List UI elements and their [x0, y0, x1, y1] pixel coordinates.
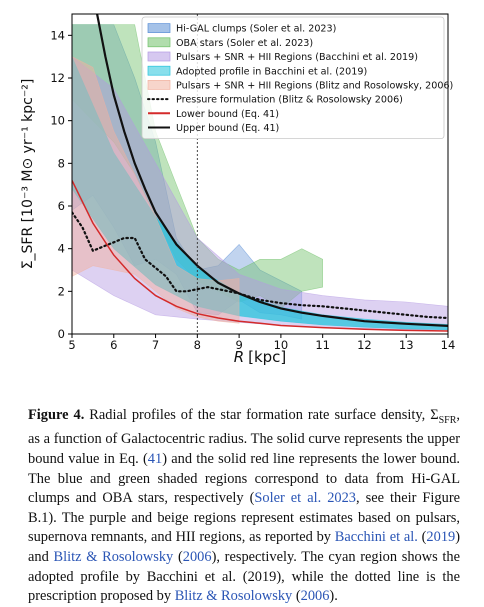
legend-entry: Adopted profile in Bacchini et al. (2019… [147, 65, 367, 77]
citation-bacchini[interactable]: Bacchini et al. [334, 529, 418, 546]
citation-bacchini-year[interactable]: 2019 [426, 529, 456, 546]
x-axis-unit: [kpc] [248, 348, 286, 366]
y-tick-label: 4 [58, 242, 65, 256]
legend-entry: Hi-GAL clumps (Soler et al. 2023) [147, 23, 336, 35]
x-tick-label: 12 [357, 338, 372, 352]
sfr-chart: 5 6 7 8 9 10 11 12 13 14 0 2 4 6 8 10 12 14 R [kpc] Σ_SFR… [20, 13, 455, 366]
x-tick-label: 11 [315, 338, 330, 352]
y-tick-label: 12 [50, 71, 65, 85]
legend-label: OBA stars (Soler et al. 2023) [176, 38, 313, 49]
y-axis: 0 2 4 6 8 10 12 14 [50, 28, 72, 341]
legend-label: Hi-GAL clumps (Soler et al. 2023) [176, 24, 336, 35]
x-tick-label: 8 [194, 338, 201, 352]
legend-swatch [147, 23, 171, 33]
x-tick-label: 14 [441, 338, 456, 352]
line-lower-bound-eq-41 [72, 180, 448, 332]
legend-entry: Pulsars + SNR + HII Regions (Bacchini et… [147, 51, 418, 63]
y-tick-label: 10 [50, 114, 65, 128]
legend-swatch [147, 51, 171, 62]
x-tick-label: 6 [110, 338, 117, 352]
y-tick-label: 2 [58, 284, 65, 298]
legend-entry: Upper bound (Eq. 41) [148, 123, 279, 134]
legend-box [141, 16, 445, 139]
y-tick-label: 6 [58, 199, 65, 213]
y-tick-label: 8 [58, 156, 65, 170]
legend-entry: OBA stars (Soler et al. 2023) [147, 37, 313, 49]
line-pressure-formulation-blitz-rosolowsky-2006 [72, 211, 448, 320]
y-tick-label: 14 [50, 28, 65, 42]
y-axis-label: Σ_SFR [10⁻³ M⊙ yr⁻¹ kpc⁻²] [20, 79, 36, 270]
legend-label: Lower bound (Eq. 41) [176, 109, 279, 120]
x-tick-label: 10 [274, 338, 289, 352]
legend-entry: Pressure formulation (Blitz & Rosolowsky… [147, 95, 403, 106]
curve-lines [72, 14, 448, 332]
line-upper-bound-eq-41 [96, 14, 448, 327]
band-pulsars-snr-hii-regions-blitz-and-rosolowsky-2006 [72, 56, 240, 324]
x-axis: 5 6 7 8 9 10 11 12 13 14 [68, 334, 455, 352]
x-tick-label: 9 [235, 338, 242, 352]
legend-swatch [147, 80, 171, 90]
citation-blitz-2[interactable]: Blitz & Rosolowsky [174, 588, 293, 605]
figure-caption: Figure 4. Radial profiles of the star fo… [28, 407, 460, 605]
sfr-subscript: SFR [438, 414, 457, 426]
citation-blitz-year[interactable]: 2006 [182, 549, 212, 566]
legend-label: Pulsars + SNR + HII Regions (Blitz and R… [176, 81, 453, 92]
plot-frame [71, 13, 449, 335]
legend-label: Pressure formulation (Blitz & Rosolowsky… [176, 95, 403, 106]
x-axis-var: R [234, 348, 244, 366]
legend-swatch [147, 37, 171, 48]
legend-label: Upper bound (Eq. 41) [176, 123, 279, 134]
y-tick-label: 0 [58, 327, 65, 341]
citation-blitz[interactable]: Blitz & Rosolowsky [53, 549, 174, 566]
x-tick-label: 5 [68, 338, 75, 352]
legend-entry: Lower bound (Eq. 41) [148, 109, 279, 120]
legend-swatch [147, 65, 171, 76]
legend-label: Pulsars + SNR + HII Regions (Bacchini et… [176, 52, 418, 63]
x-tick-label: 13 [399, 338, 414, 352]
x-tick-label: 7 [152, 338, 159, 352]
legend-label: Adopted profile in Bacchini et al. (2019… [176, 66, 367, 77]
citation-blitz-year-2[interactable]: 2006 [300, 588, 330, 605]
citation-soler[interactable]: Soler et al. 2023 [254, 490, 356, 507]
legend-entry: Pulsars + SNR + HII Regions (Blitz and R… [147, 80, 453, 92]
legend: Hi-GAL clumps (Soler et al. 2023) OBA sta… [141, 16, 453, 139]
eq-link[interactable]: 41 [147, 451, 163, 468]
x-axis-label: R [kpc] [234, 348, 287, 366]
figure-label: Figure 4. [28, 407, 85, 423]
